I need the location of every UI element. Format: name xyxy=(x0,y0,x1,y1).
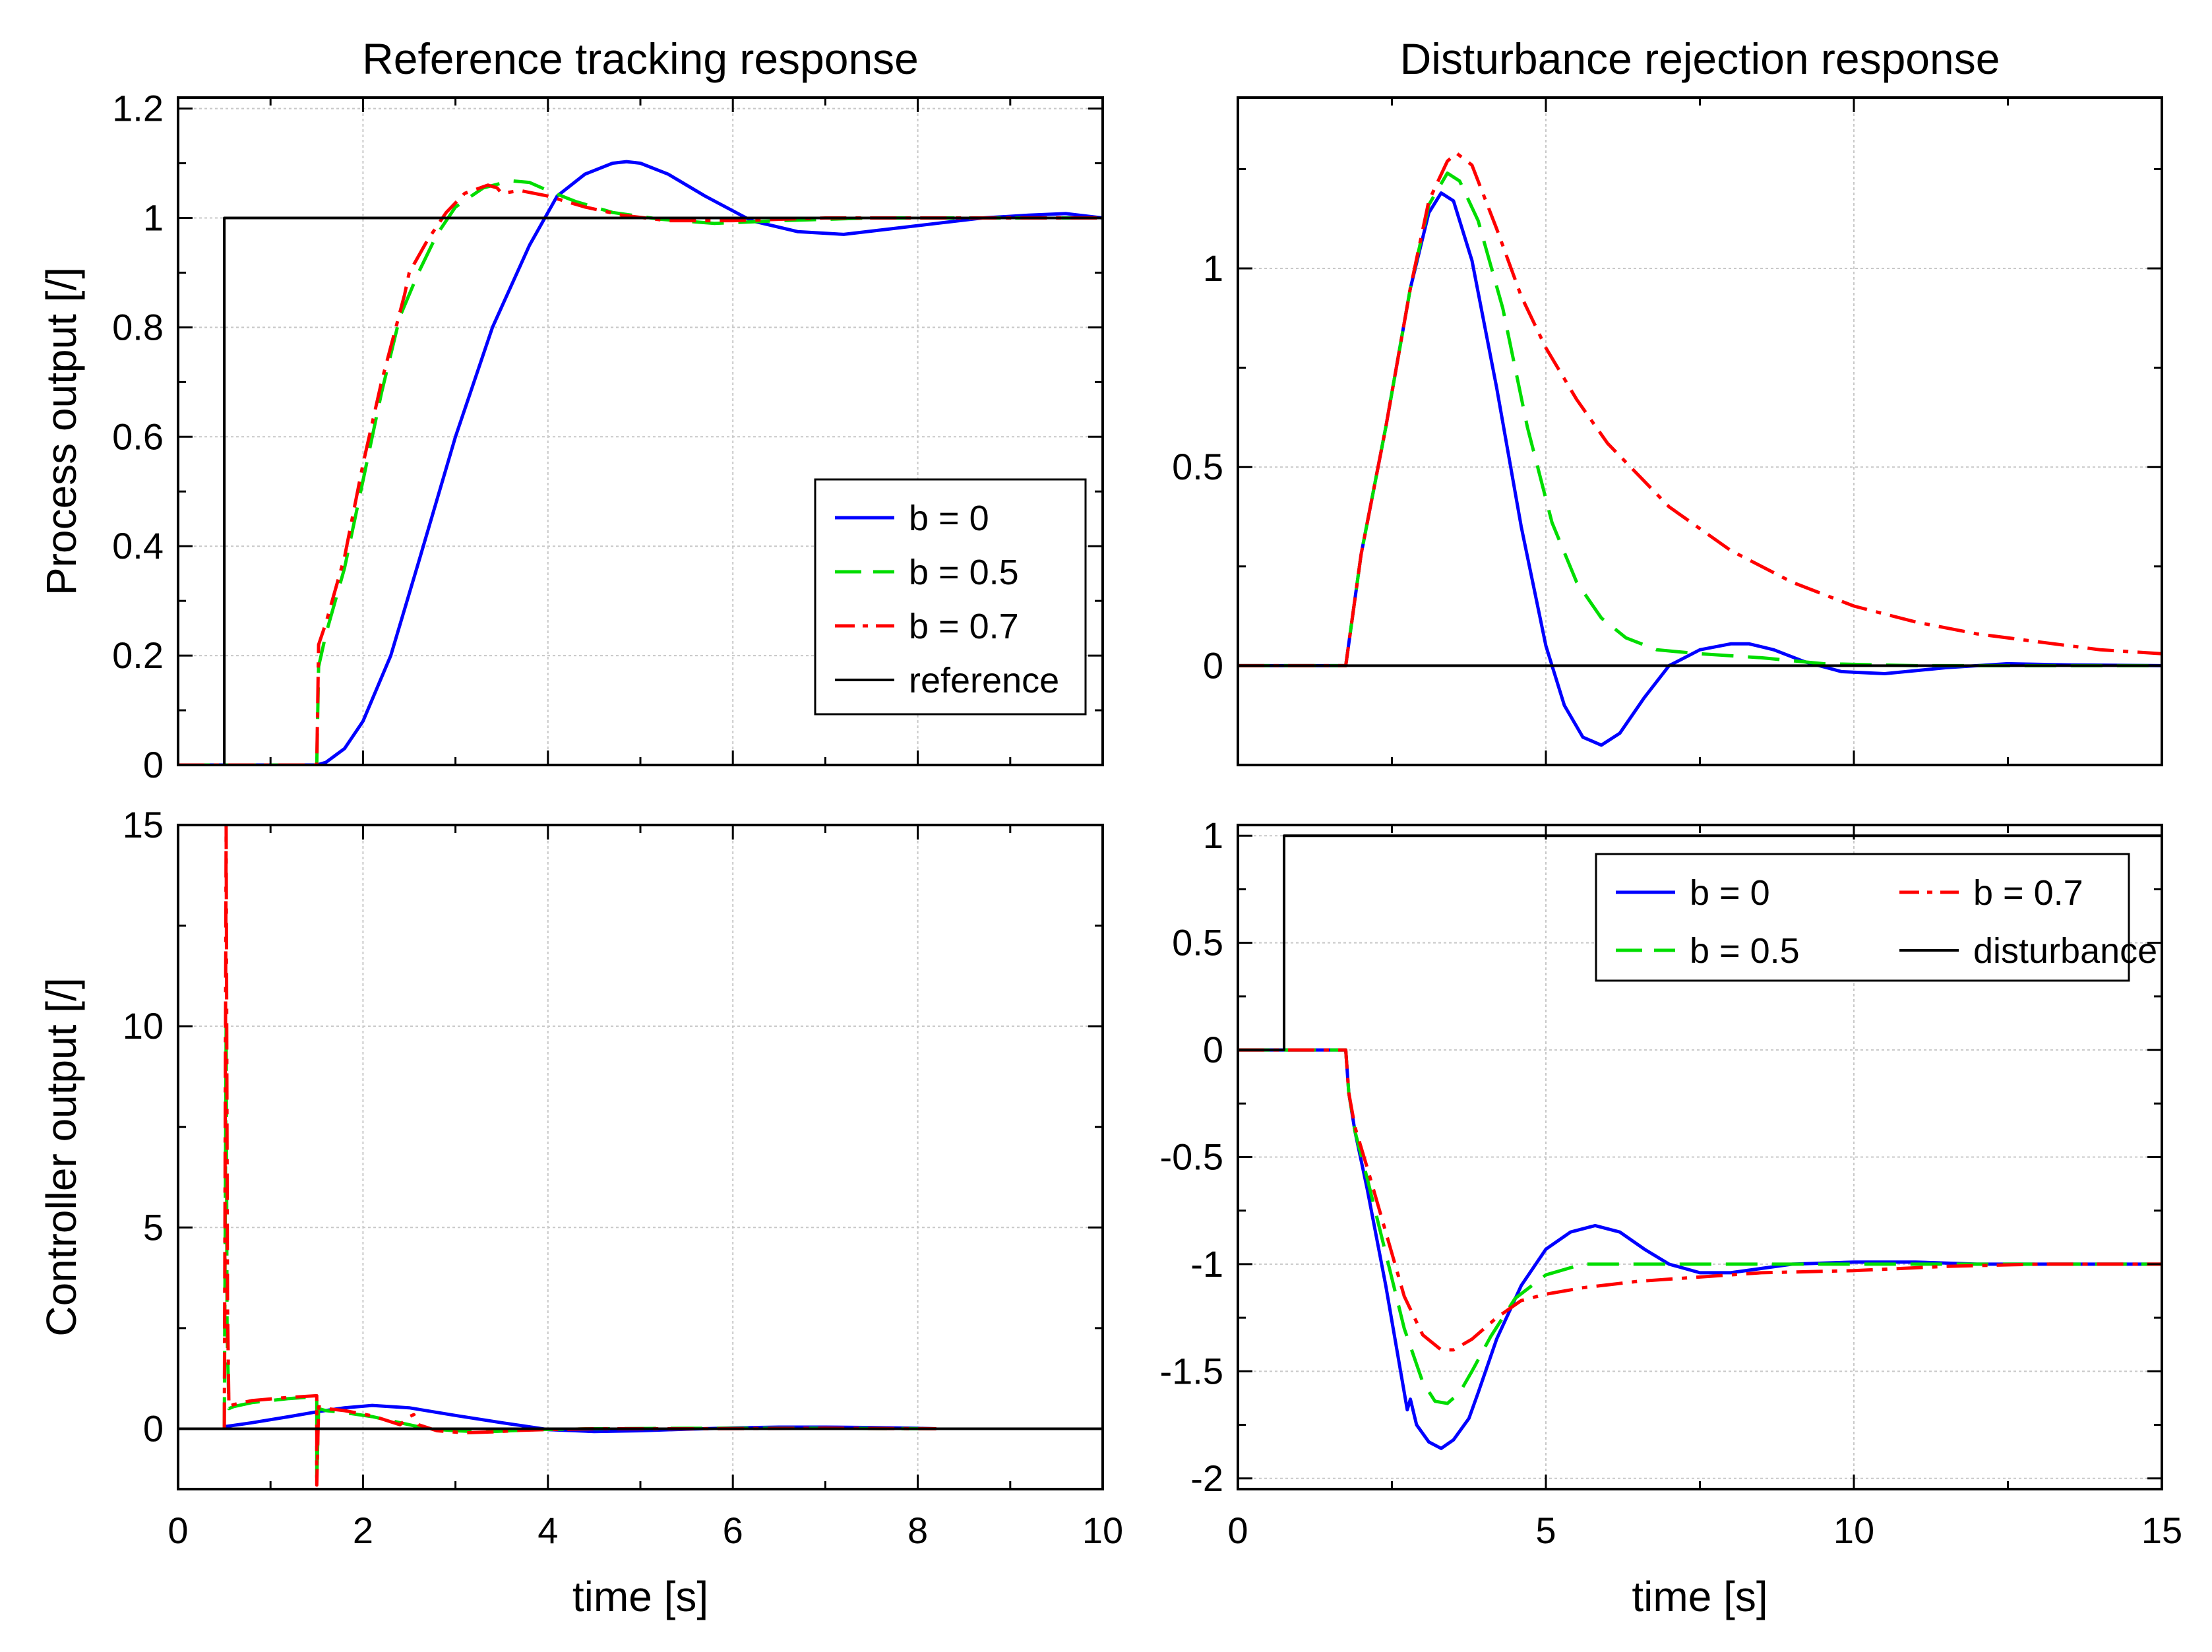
x-tick-label: 8 xyxy=(907,1510,928,1551)
x-tick-label: 5 xyxy=(1535,1510,1556,1551)
y-tick-label: -0.5 xyxy=(1160,1136,1224,1178)
legend-label: b = 0.5 xyxy=(909,553,1019,592)
chart-title: Reference tracking response xyxy=(362,34,919,83)
y-tick-label: 0.5 xyxy=(1172,446,1223,487)
series-line-b-0-7 xyxy=(222,825,937,1487)
x-tick-label: 10 xyxy=(1833,1510,1874,1551)
y-tick-label: 0.4 xyxy=(112,525,164,566)
series-line-b-0-7 xyxy=(1238,151,2162,667)
panel-ref-controller: 0 5 10 15 0 2 4 6 8 10 time [s] Controller output [… xyxy=(38,804,1123,1620)
panel-ref-process: 0 0.2 0.4 0.6 0.8 1 1.2 Reference tracking resp… xyxy=(38,34,1104,785)
series-line-disturbance xyxy=(1238,834,2162,1052)
chart-title: Disturbance rejection response xyxy=(1400,34,2000,83)
y-tick-label: 0 xyxy=(1203,1029,1223,1070)
series-line-b-0-5 xyxy=(222,1024,937,1483)
x-tick-label: 2 xyxy=(353,1510,373,1551)
y-tick-label: 1 xyxy=(1203,247,1223,289)
series-line-b-0-7 xyxy=(178,183,1103,765)
y-tick-label: 5 xyxy=(143,1206,164,1248)
series-line-reference xyxy=(178,216,1103,765)
y-tick-label: 0.8 xyxy=(112,306,164,348)
legend-label: b = 0 xyxy=(909,499,989,538)
y-tick-label: 1 xyxy=(1203,814,1223,856)
y-tick-label: 0 xyxy=(143,1407,164,1449)
y-tick-label: 0.5 xyxy=(1172,922,1223,964)
y-axis-label: Controller output [/] xyxy=(38,977,85,1336)
series-line-b-0 xyxy=(1238,191,2162,747)
y-tick-label: -1 xyxy=(1190,1243,1223,1285)
y-tick-label: 1 xyxy=(143,197,164,238)
y-tick-label: 0.6 xyxy=(112,415,164,457)
series-line-b-0-5 xyxy=(1238,1048,2162,1405)
x-tick-label: 10 xyxy=(1082,1510,1123,1551)
legend: b = 0 b = 0.5 b = 0.7 reference xyxy=(814,478,1087,716)
x-axis-label: time [s] xyxy=(572,1573,708,1620)
series-group xyxy=(1238,151,2162,747)
panel-dist-process: 0 0.5 1 Disturbance rejection response xyxy=(1172,34,2163,766)
y-tick-label: 15 xyxy=(123,804,164,845)
y-tick-label: 10 xyxy=(123,1005,164,1047)
legend-box xyxy=(1595,853,2130,982)
y-tick-label: -2 xyxy=(1190,1457,1223,1499)
series-line-b-0-5 xyxy=(1238,171,2162,667)
x-axis-label: time [s] xyxy=(1632,1573,1767,1620)
x-tick-label: 15 xyxy=(2141,1510,2182,1551)
y-tick-label: 0 xyxy=(1203,644,1223,686)
y-tick-label: 0 xyxy=(143,744,164,785)
series-line-b-0 xyxy=(1238,1048,2162,1450)
y-tick-label: 0.2 xyxy=(112,634,164,676)
series-line-b-0 xyxy=(178,160,1103,765)
series-line-b-0-7 xyxy=(1238,1048,2162,1352)
legend-label: disturbance xyxy=(1973,931,2157,971)
plot-frame xyxy=(177,824,1104,1490)
legend-label: b = 0.5 xyxy=(1690,931,1800,971)
legend-label: b = 0 xyxy=(1690,873,1770,913)
legend-label: b = 0.7 xyxy=(1973,873,2083,913)
series-group xyxy=(1238,834,2162,1450)
x-tick-label: 4 xyxy=(538,1510,558,1551)
x-tick-label: 0 xyxy=(1227,1510,1248,1551)
x-tick-label: 6 xyxy=(723,1510,743,1551)
legend: b = 0 b = 0.5 b = 0.7 disturbance xyxy=(1595,853,2157,982)
legend-label: reference xyxy=(909,661,1059,700)
y-axis-label: Process output [/] xyxy=(38,267,85,596)
x-tick-label: 0 xyxy=(168,1510,188,1551)
y-tick-label: -1.5 xyxy=(1160,1350,1224,1392)
series-group xyxy=(178,160,1103,765)
y-tick-label: 1.2 xyxy=(112,88,164,129)
series-group xyxy=(178,825,1103,1487)
legend-label: b = 0.7 xyxy=(909,607,1019,646)
